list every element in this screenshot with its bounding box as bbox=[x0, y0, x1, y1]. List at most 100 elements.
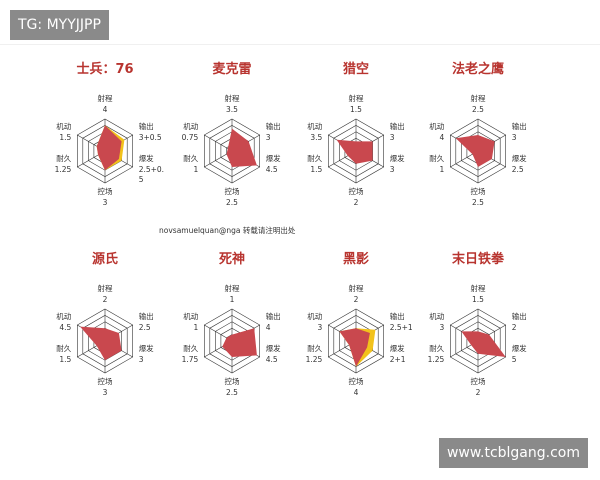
chart-6-axis-name: 控场 bbox=[349, 376, 364, 386]
chart-0-axis-name: 爆发 bbox=[139, 153, 154, 163]
chart-6-title: 黑影 bbox=[343, 251, 369, 267]
chart-7-axis-value: 3 bbox=[440, 323, 445, 332]
watermark-bottom: www.tcblgang.com bbox=[438, 438, 588, 468]
chart-0-axis-name: 射程 bbox=[98, 93, 113, 103]
chart-1-title: 麦克雷 bbox=[212, 61, 251, 77]
chart-5-axis-value: 1.75 bbox=[182, 355, 199, 364]
chart-4-axis-value: 1.5 bbox=[59, 355, 71, 364]
chart-0-axis-name: 控场 bbox=[98, 186, 113, 196]
chart-1-primary-area bbox=[226, 128, 257, 167]
chart-1-axis-value: 3.5 bbox=[226, 105, 238, 114]
chart-3-axis-value: 4 bbox=[440, 133, 445, 142]
chart-1-axis-name: 控场 bbox=[225, 186, 240, 196]
chart-0-axis-value: 5 bbox=[139, 175, 144, 184]
chart-1-axis-value: 2.5 bbox=[226, 198, 238, 207]
chart-6-axis-value: 2 bbox=[354, 295, 359, 304]
chart-7-axis-name: 耐久 bbox=[429, 343, 444, 353]
chart-1-axis-name: 耐久 bbox=[183, 153, 198, 163]
chart-7-axis-name: 输出 bbox=[512, 311, 527, 321]
chart-6-axis-value: 2+1 bbox=[390, 355, 406, 364]
chart-2-primary-area bbox=[336, 139, 373, 164]
chart-7-axis-value: 5 bbox=[512, 355, 517, 364]
chart-4-axis-value: 3 bbox=[103, 388, 108, 397]
chart-7-axis-name: 控场 bbox=[471, 376, 486, 386]
chart-4-axis-name: 输出 bbox=[139, 311, 154, 321]
chart-3-axis-value: 1 bbox=[440, 165, 445, 174]
chart-2-axis-value: 3.5 bbox=[310, 133, 322, 142]
chart-6-axis-name: 输出 bbox=[390, 311, 405, 321]
chart-1-axis-value: 3 bbox=[266, 133, 271, 142]
chart-5-axis-value: 1 bbox=[194, 323, 199, 332]
chart-1-grid-spoke bbox=[204, 134, 233, 152]
chart-5-axis-name: 射程 bbox=[225, 283, 240, 293]
chart-0-axis-value: 3 bbox=[103, 198, 108, 207]
chart-2-axis-name: 机动 bbox=[307, 121, 322, 131]
chart-5-axis-value: 1 bbox=[230, 295, 235, 304]
chart-5-axis-name: 输出 bbox=[266, 311, 281, 321]
chart-4-axis-name: 控场 bbox=[98, 376, 113, 386]
chart-5-axis-value: 4.5 bbox=[266, 355, 278, 364]
chart-6-axis-value: 1.25 bbox=[306, 355, 323, 364]
chart-3-axis-value: 2.5 bbox=[472, 105, 484, 114]
chart-4-axis-name: 耐久 bbox=[56, 343, 71, 353]
chart-4-primary-area bbox=[80, 326, 122, 361]
watermark-top: TG: MYYJJPP bbox=[10, 10, 109, 40]
chart-1-axis-name: 输出 bbox=[266, 121, 281, 131]
chart-7-axis-value: 1.25 bbox=[428, 355, 445, 364]
chart-3-axis-name: 射程 bbox=[471, 93, 486, 103]
chart-6-axis-value: 2.5+1 bbox=[390, 323, 413, 332]
chart-7-axis-value: 2 bbox=[512, 323, 517, 332]
chart-5-axis-value: 2.5 bbox=[226, 388, 238, 397]
chart-4-axis-value: 3 bbox=[139, 355, 144, 364]
chart-3-title: 法老之鹰 bbox=[452, 61, 504, 77]
chart-5-axis-name: 耐久 bbox=[183, 343, 198, 353]
chart-2-axis-value: 1.5 bbox=[350, 105, 362, 114]
chart-2-axis-value: 1.5 bbox=[310, 165, 322, 174]
chart-3-axis-name: 输出 bbox=[512, 121, 527, 131]
chart-0-axis-value: 1.5 bbox=[59, 133, 71, 142]
chart-4-axis-name: 射程 bbox=[98, 283, 113, 293]
chart-5-axis-name: 控场 bbox=[225, 376, 240, 386]
chart-5-axis-name: 机动 bbox=[183, 311, 198, 321]
chart-4-axis-value: 2 bbox=[103, 295, 108, 304]
chart-1-axis-name: 机动 bbox=[183, 121, 198, 131]
chart-4-axis-name: 爆发 bbox=[139, 343, 154, 353]
chart-2-axis-name: 控场 bbox=[349, 186, 364, 196]
chart-1-axis-value: 4.5 bbox=[266, 165, 278, 174]
chart-7-axis-name: 射程 bbox=[471, 283, 486, 293]
chart-3-axis-name: 耐久 bbox=[429, 153, 444, 163]
chart-1-axis-value: 1 bbox=[194, 165, 199, 174]
chart-3-axis-name: 爆发 bbox=[512, 153, 527, 163]
chart-0-title: 士兵：76 bbox=[76, 61, 133, 77]
chart-1-axis-value: 0.75 bbox=[182, 133, 199, 142]
chart-7-primary-area bbox=[461, 331, 506, 357]
chart-6-primary-area bbox=[339, 328, 370, 367]
chart-5-title: 死神 bbox=[219, 251, 245, 267]
chart-0-primary-area bbox=[96, 125, 122, 171]
radar-chart-grid: 士兵：76射程4输出3+0.5爆发2.5+0.5控场3耐久1.25机动1.5麦克… bbox=[55, 61, 528, 397]
chart-0-axis-value: 2.5+0. bbox=[139, 165, 164, 174]
chart-2-axis-value: 2 bbox=[354, 198, 359, 207]
chart-0-axis-name: 耐久 bbox=[56, 153, 71, 163]
chart-7-axis-name: 机动 bbox=[429, 311, 444, 321]
chart-2-axis-name: 耐久 bbox=[307, 153, 322, 163]
chart-1-axis-name: 射程 bbox=[225, 93, 240, 103]
chart-3-axis-value: 2.5 bbox=[512, 165, 524, 174]
chart-6-axis-name: 爆发 bbox=[390, 343, 405, 353]
chart-0-axis-name: 输出 bbox=[139, 121, 154, 131]
chart-3-axis-name: 控场 bbox=[471, 186, 486, 196]
chart-2-axis-value: 3 bbox=[390, 133, 395, 142]
chart-2-axis-name: 爆发 bbox=[390, 153, 405, 163]
chart-4-axis-value: 2.5 bbox=[139, 323, 151, 332]
chart-4-axis-value: 4.5 bbox=[59, 323, 71, 332]
chart-area: 士兵：76 射程 4 输出 3+0.5 爆发 2.5+0. 5 控场 3 耐久 1.25 机动 1.5 麦克… bbox=[0, 44, 600, 441]
chart-6-axis-name: 机动 bbox=[307, 311, 322, 321]
chart-5-axis-name: 爆发 bbox=[266, 343, 281, 353]
chart-2-axis-name: 输出 bbox=[390, 121, 405, 131]
chart-6-axis-value: 4 bbox=[354, 388, 359, 397]
chart-0-axis-value: 3+0.5 bbox=[139, 133, 162, 142]
chart-7-axis-name: 爆发 bbox=[512, 343, 527, 353]
chart-3-axis-value: 3 bbox=[512, 133, 517, 142]
chart-2-title: 猎空 bbox=[343, 61, 369, 77]
chart-6-axis-name: 耐久 bbox=[307, 343, 322, 353]
